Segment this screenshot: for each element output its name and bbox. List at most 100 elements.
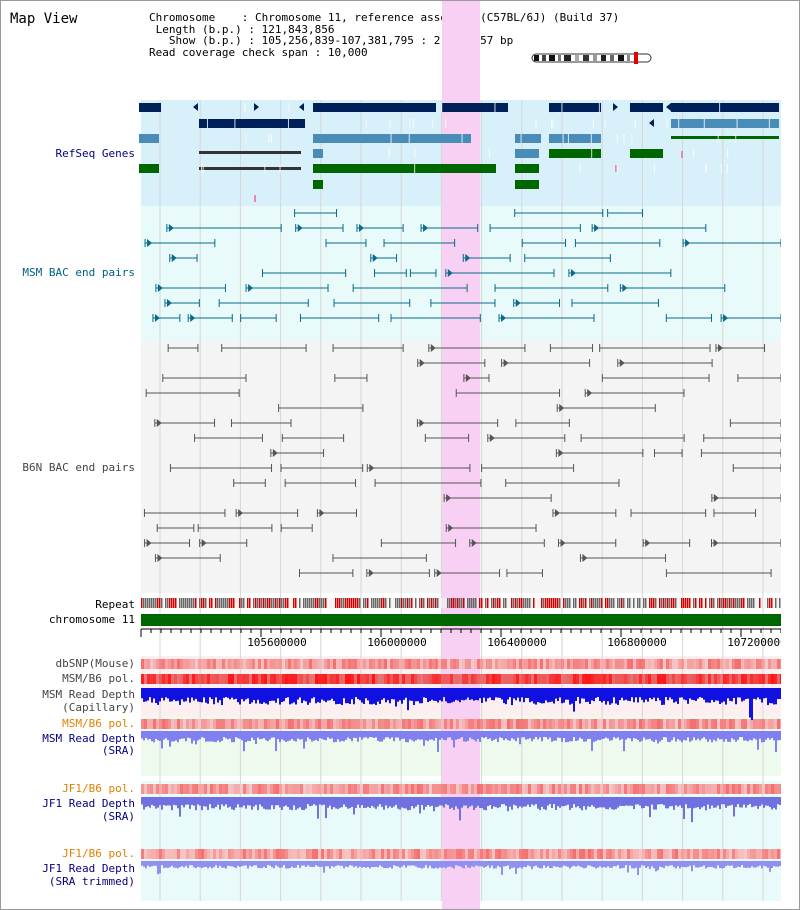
jf1-pol-strip [510, 784, 513, 794]
msm-pol2-strip [279, 719, 282, 729]
jf1-trim-depth [351, 861, 353, 866]
msm-capillary-depth [347, 688, 349, 704]
repeat-mark [555, 598, 557, 608]
jf1-pol2-strip [264, 849, 267, 859]
msm-capillary-depth [687, 688, 689, 704]
msm-pol2-strip [363, 719, 366, 729]
msm-capillary-depth [763, 688, 765, 699]
jf1-pol2-strip [627, 849, 630, 859]
jf1-trim-depth [563, 861, 565, 866]
dbsnp-strip [651, 659, 654, 669]
repeat-mark [379, 598, 381, 608]
b6n-bac-pair-arrow [319, 509, 325, 517]
msm-sra-depth [183, 731, 185, 739]
jf1-pol2-strip [369, 849, 372, 859]
repeat-mark [687, 598, 689, 608]
repeat-mark [565, 598, 567, 608]
msm-capillary-depth [431, 688, 433, 700]
msm-capillary-depth [651, 688, 653, 700]
msm-sra-depth [359, 731, 361, 738]
jf1-sra-depth [629, 797, 631, 806]
msm-sra-depth [635, 731, 637, 739]
jf1-pol-strip [390, 784, 393, 794]
chromosome-ideogram[interactable] [531, 52, 653, 64]
msm-pol-strip [318, 674, 321, 684]
msm-sra-depth [171, 731, 173, 742]
dbsnp-strip [570, 659, 573, 669]
jf1-sra-depth [605, 797, 607, 809]
dbsnp-strip [687, 659, 690, 669]
dbsnp-strip [774, 659, 777, 669]
info-block: Chromosome : Chromosome 11, reference as… [149, 11, 620, 59]
msm-pol-strip [468, 674, 471, 684]
jf1-sra-depth [769, 797, 771, 808]
msm-pol-strip [327, 674, 330, 684]
jf1-trim-depth [753, 861, 755, 868]
dbsnp-strip [435, 659, 438, 669]
jf1-pol2-strip [201, 849, 204, 859]
repeat-mark [615, 598, 617, 608]
repeat-mark [725, 598, 727, 608]
b6n-bac-pair-arrow [558, 449, 564, 457]
jf1-pol-strip [531, 784, 534, 794]
jf1-trim-depth [209, 861, 211, 867]
repeat-mark [387, 598, 389, 608]
dbsnp-strip [363, 659, 366, 669]
dbsnp-strip [306, 659, 309, 669]
jf1-trim-depth [661, 861, 663, 868]
msm-capillary-depth [697, 688, 699, 699]
msm-sra-depth [237, 731, 239, 739]
msm-pol-strip [471, 674, 474, 684]
jf1-sra-depth [545, 797, 547, 810]
jf1-sra-depth [169, 797, 171, 806]
msm-sra-depth [471, 731, 473, 740]
b6n-bac-pair-arrow [489, 434, 495, 442]
msm-sra-depth [723, 731, 725, 742]
jf1-pol-strip [588, 784, 591, 794]
msm-sra-depth [637, 731, 639, 740]
repeat-mark [301, 598, 303, 608]
repeat-mark [761, 598, 763, 608]
jf1-pol-strip [546, 784, 549, 794]
repeat-mark [571, 598, 573, 608]
jf1-pol-strip [525, 784, 528, 794]
jf1-pol2-strip [333, 849, 336, 859]
jf1-trim-depth [327, 861, 329, 867]
dbsnp-strip [291, 659, 294, 669]
msm-sra-depth [467, 731, 469, 741]
jf1-sra-depth [639, 797, 641, 806]
exon-tick [413, 119, 415, 128]
jf1-trim-depth [687, 861, 689, 867]
jf1-pol2-strip [213, 849, 216, 859]
msm-pol2-strip [600, 719, 603, 729]
jf1-trim-depth [391, 861, 393, 869]
jf1-pol-strip [642, 784, 645, 794]
repeat-mark [769, 598, 771, 608]
msm-sra-depth [187, 731, 189, 738]
jf1-pol-strip [351, 784, 354, 794]
jf1-sra-depth [373, 797, 375, 808]
repeat-mark [435, 598, 437, 608]
msm-sra-depth [727, 731, 729, 742]
msm-capillary-depth [397, 688, 399, 702]
jf1-pol-strip [267, 784, 270, 794]
msm-capillary-depth [551, 688, 553, 702]
msm-sra-depth [463, 731, 465, 742]
dbsnp-strip [393, 659, 396, 669]
msm-sra-depth [195, 731, 197, 745]
msm-capillary-depth [417, 688, 419, 702]
dbsnp-strip [462, 659, 465, 669]
jf1-pol2-strip [432, 849, 435, 859]
repeat-mark [327, 598, 329, 608]
dbsnp-strip [426, 659, 429, 669]
jf1-pol-strip [453, 784, 456, 794]
repeat-mark [631, 598, 633, 608]
msm-capillary-depth [479, 688, 481, 699]
jf1-sra-depth [757, 797, 759, 809]
jf1-trim-depth [711, 861, 713, 868]
repeat-mark [441, 598, 443, 608]
jf1-trim-depth [583, 861, 585, 869]
dbsnp-strip [396, 659, 399, 669]
msm-pol2-strip [648, 719, 651, 729]
